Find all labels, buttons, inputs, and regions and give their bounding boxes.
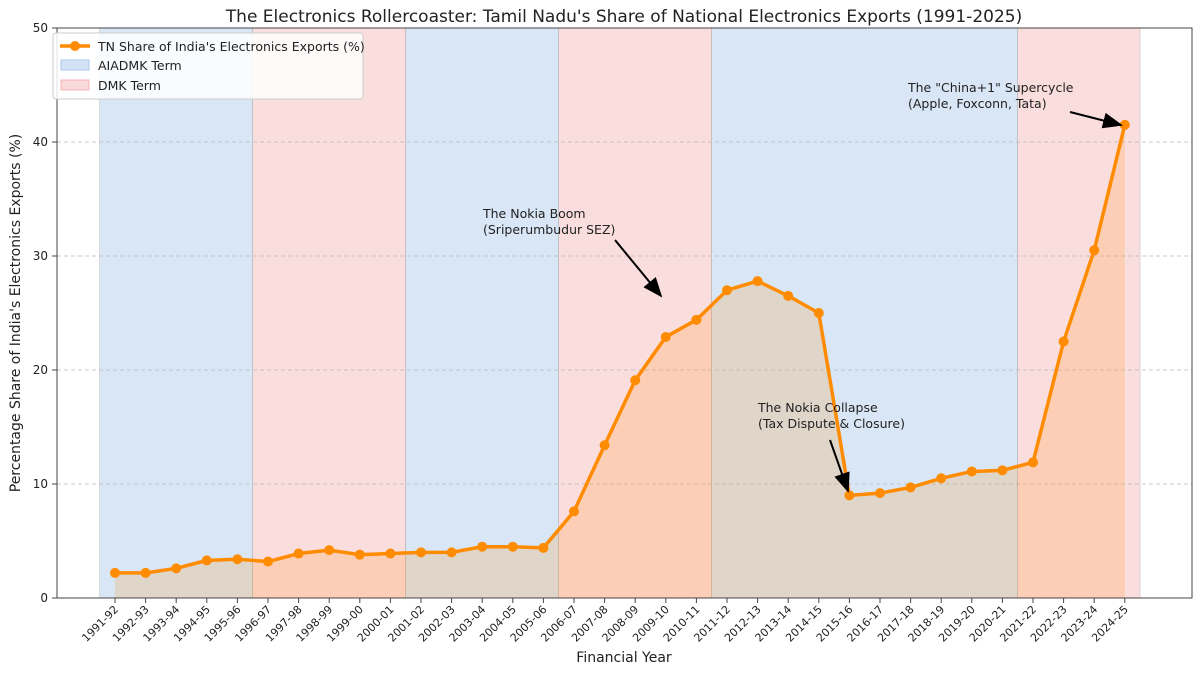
annotation-text: The Nokia Boom <box>482 206 586 221</box>
y-axis-label: Percentage Share of India's Electronics … <box>8 134 24 493</box>
annotation-text: (Apple, Foxconn, Tata) <box>908 96 1047 111</box>
legend-aiadmk: AIADMK Term <box>98 58 182 73</box>
x-axis-label: Financial Year <box>576 650 672 666</box>
data-point <box>477 541 488 552</box>
data-point <box>905 482 916 493</box>
y-tick-label: 10 <box>33 477 48 491</box>
band-2 <box>405 27 560 599</box>
y-tick-label: 0 <box>40 591 48 605</box>
data-point <box>752 276 763 287</box>
data-point <box>599 440 610 451</box>
data-point <box>660 331 671 342</box>
annotation-text: (Tax Dispute & Closure) <box>758 416 905 431</box>
annotation-arrow <box>614 239 663 298</box>
data-point <box>446 547 457 558</box>
band-1 <box>252 27 406 599</box>
data-point <box>1028 457 1038 468</box>
data-point <box>630 375 641 386</box>
series-line <box>115 124 1127 575</box>
data-point <box>844 490 855 501</box>
annotation-text: The "China+1" Supercycle <box>907 80 1074 95</box>
data-point <box>354 549 365 560</box>
data-point <box>1119 119 1130 130</box>
data-point <box>110 567 120 578</box>
y-tick-label: 20 <box>33 363 48 377</box>
data-point <box>691 314 702 325</box>
data-point <box>538 542 549 553</box>
data-point <box>201 555 212 566</box>
data-point <box>1089 245 1100 256</box>
plot-frame <box>56 27 1193 599</box>
data-point <box>232 554 243 565</box>
data-point <box>171 563 182 574</box>
data-point <box>813 308 824 318</box>
data-point <box>1058 336 1069 347</box>
band-3 <box>558 27 713 599</box>
band-4 <box>711 27 1019 599</box>
data-point <box>936 473 947 484</box>
y-tick-label: 30 <box>33 249 48 263</box>
annotation-text: The Nokia Collapse <box>757 400 878 415</box>
data-point <box>507 541 518 552</box>
y-tick-label: 50 <box>33 21 48 35</box>
legend-series: TN Share of India's Electronics Exports … <box>97 39 365 54</box>
data-point <box>140 567 151 578</box>
data-point <box>324 545 335 556</box>
data-point <box>783 290 794 301</box>
data-point <box>997 465 1008 476</box>
data-point <box>875 488 885 499</box>
legend-dmk: DMK Term <box>98 78 161 93</box>
data-point <box>966 466 977 477</box>
data-point <box>263 556 273 567</box>
annotation-arrow <box>1069 111 1123 129</box>
legend: TN Share of India's Electronics Exports … <box>52 32 365 100</box>
data-point <box>293 548 304 559</box>
data-point <box>722 285 732 296</box>
annotation-arrow <box>829 439 850 493</box>
y-tick-label: 40 <box>33 135 48 149</box>
chart-title: The Electronics Rollercoaster: Tamil Nad… <box>225 7 1022 27</box>
data-point <box>416 547 426 558</box>
area-fill <box>115 124 1125 599</box>
data-point <box>385 548 396 559</box>
data-point <box>569 506 579 517</box>
annotation-text: (Sriperumbudur SEZ) <box>483 222 615 237</box>
band-0 <box>99 27 253 599</box>
